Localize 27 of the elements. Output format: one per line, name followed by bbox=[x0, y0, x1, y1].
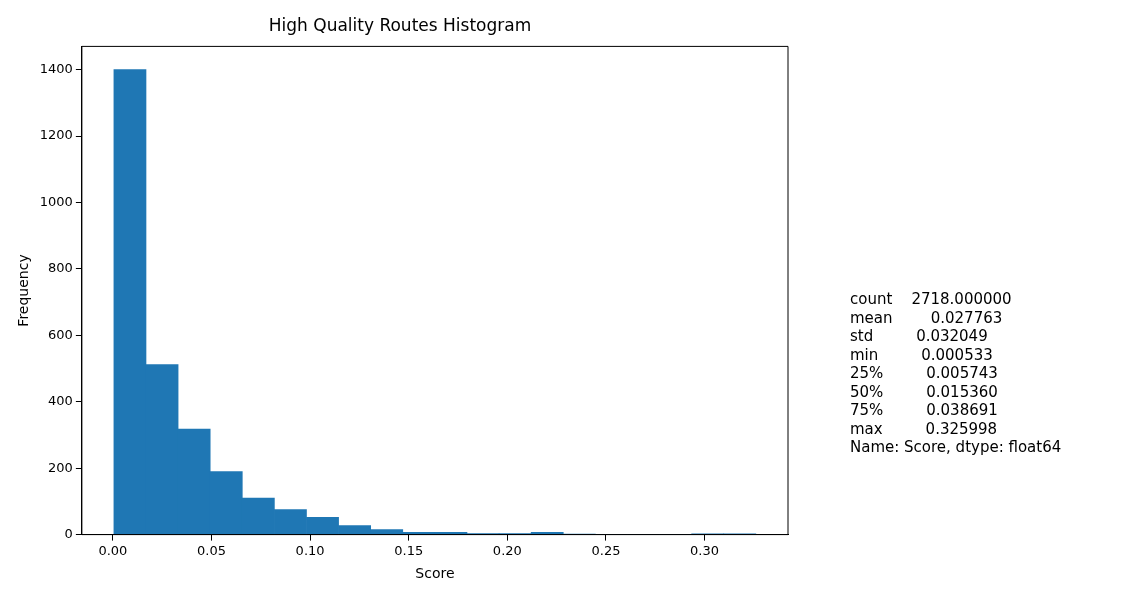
chart-title: High Quality Routes Histogram bbox=[268, 14, 532, 35]
text: 25% 0.005743 bbox=[850, 364, 999, 383]
x-tick-label: 0.30 bbox=[690, 542, 720, 558]
text: 50% 0.015360 bbox=[850, 382, 999, 401]
y-tick-label: 200 bbox=[48, 459, 73, 475]
text: mean 0.027763 bbox=[850, 308, 1004, 327]
x-tick-label: 0.10 bbox=[295, 542, 325, 558]
y-tick-label: 400 bbox=[48, 393, 73, 409]
x-tick-label: 0.25 bbox=[591, 542, 621, 558]
y-tick-label: 1000 bbox=[39, 193, 73, 209]
x-tick-label: 0.05 bbox=[196, 542, 226, 558]
y-axis-title: Frequency bbox=[15, 254, 32, 327]
y-tick-label: 600 bbox=[48, 326, 73, 342]
text: std 0.032049 bbox=[850, 327, 989, 346]
x-axis-title: Score bbox=[415, 565, 455, 582]
x-tick-label: 0.20 bbox=[492, 542, 522, 558]
y-tick-label: 800 bbox=[48, 260, 73, 276]
x-tick-label: 0.15 bbox=[394, 542, 424, 558]
text: min 0.000533 bbox=[850, 345, 994, 364]
y-tick-label: 0 bbox=[64, 525, 73, 541]
text: 75% 0.038691 bbox=[850, 401, 999, 420]
y-tick-label: 1400 bbox=[39, 61, 73, 77]
x-tick-label: 0.00 bbox=[98, 542, 128, 558]
y-tick-label: 1200 bbox=[39, 127, 73, 143]
text: max 0.325998 bbox=[850, 419, 999, 438]
text: count 2718.000000 bbox=[850, 290, 1013, 309]
text: Name: Score, dtype: float64 bbox=[850, 438, 1062, 457]
